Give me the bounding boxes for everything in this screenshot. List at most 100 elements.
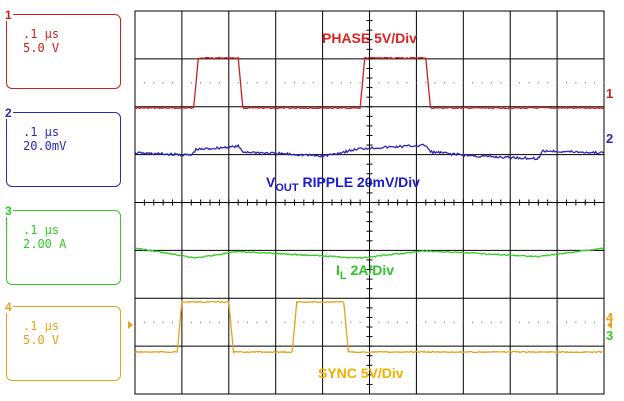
- phase-trace: [135, 56, 605, 110]
- grid-dot: [153, 321, 155, 323]
- grid-dot: [228, 321, 230, 323]
- grid-dot: [528, 82, 530, 84]
- grid-dot: [387, 321, 389, 323]
- grid-dot: [162, 82, 164, 84]
- grid-dot: [500, 82, 502, 84]
- grid-dot: [322, 82, 324, 84]
- grid-dot: [547, 321, 549, 323]
- grid-dot: [509, 82, 511, 84]
- grid-dot: [359, 82, 361, 84]
- grid-dot: [350, 82, 352, 84]
- channel-timebase: .1 µs: [23, 319, 60, 333]
- grid-dot: [237, 82, 239, 84]
- channel-1-ground-marker: 1: [606, 86, 613, 101]
- grid-dot: [247, 321, 249, 323]
- grid-dot: [481, 82, 483, 84]
- channel-number: 3: [4, 204, 13, 218]
- grid-dot: [565, 321, 567, 323]
- grid-dot: [200, 321, 202, 323]
- grid-dot: [453, 82, 455, 84]
- channel-scale: 5.0 V: [23, 333, 60, 347]
- grid-dot: [594, 321, 596, 323]
- grid-dot: [162, 321, 164, 323]
- grid-dot: [397, 82, 399, 84]
- grid-dot: [453, 321, 455, 323]
- grid-dot: [434, 321, 436, 323]
- grid-dot: [547, 82, 549, 84]
- trace-labels: PHASE 5V/Div VOUT RIPPLE 20mV/Div IL 2A/…: [266, 30, 420, 381]
- grid-dot: [575, 321, 577, 323]
- grid-dot: [528, 321, 530, 323]
- grid-dot: [519, 321, 521, 323]
- grid-dot: [200, 82, 202, 84]
- grid-dot: [340, 321, 342, 323]
- grid-dot: [462, 82, 464, 84]
- grid-dot: [293, 82, 295, 84]
- grid-dot: [472, 321, 474, 323]
- channel-number: 4: [4, 300, 13, 314]
- grid-dot: [369, 82, 370, 84]
- grid-dot: [172, 82, 174, 84]
- grid-dot: [537, 321, 539, 323]
- channel-number: 2: [4, 106, 13, 120]
- grid-dot: [209, 82, 211, 84]
- channel-2-settings: 2 .1 µs 20.0mV: [4, 107, 121, 187]
- channel-number: 1: [4, 8, 13, 22]
- grid-dot: [509, 321, 511, 323]
- channel-4-ground-marker: 4: [606, 310, 614, 325]
- phase-label: PHASE 5V/Div: [322, 30, 417, 46]
- grid-dot: [556, 321, 558, 323]
- vout-ripple-trace: [134, 143, 605, 161]
- grid-dot: [322, 321, 324, 323]
- grid-dot: [218, 82, 220, 84]
- grid-dot: [462, 321, 464, 323]
- grid-dot: [181, 321, 183, 323]
- grid-dot: [350, 321, 352, 323]
- channel-2-ground-marker: 2: [606, 131, 613, 146]
- grid-dot: [303, 321, 305, 323]
- grid-dot: [312, 82, 314, 84]
- channel-markers: 1 2 3 4: [128, 86, 614, 343]
- grid-dot: [172, 321, 174, 323]
- grid-dot: [584, 82, 586, 84]
- grid-dot: [434, 82, 436, 84]
- grid-dot: [425, 82, 427, 84]
- grid-dot: [303, 82, 305, 84]
- grid-dot: [256, 82, 258, 84]
- grid-dot: [406, 82, 408, 84]
- il-label: IL 2A/Div: [336, 262, 394, 282]
- grid-dot: [359, 321, 361, 323]
- grid-dot: [594, 82, 596, 84]
- grid-dot: [190, 82, 192, 84]
- grid-dot: [519, 82, 521, 84]
- grid-dot: [143, 321, 145, 323]
- grid-dot: [237, 321, 239, 323]
- vout-ripple-label: VOUT RIPPLE 20mV/Div: [266, 174, 420, 194]
- grid-dot: [565, 82, 567, 84]
- scope-traces: [134, 56, 605, 354]
- grid-dot: [490, 82, 492, 84]
- grid-dot: [256, 321, 258, 323]
- grid-dot: [143, 82, 145, 84]
- grid-dot: [228, 82, 230, 84]
- grid-dot: [603, 321, 605, 323]
- channel-timebase: .1 µs: [23, 223, 60, 237]
- channel-scale: 5.0 V: [23, 41, 60, 55]
- grid-dot: [340, 82, 342, 84]
- grid-dot: [575, 82, 577, 84]
- grid-dot: [265, 82, 267, 84]
- grid-dot: [444, 82, 446, 84]
- trigger-level-marker: [128, 321, 133, 329]
- grid-dot: [275, 82, 277, 84]
- trigger-level-marker: [607, 321, 612, 329]
- channel-scale: 2.00 A: [23, 237, 67, 251]
- channel-scale: 20.0mV: [23, 139, 67, 153]
- grid-dot: [369, 321, 370, 323]
- grid-dot: [331, 321, 333, 323]
- channel-timebase: .1 µs: [23, 27, 60, 41]
- grid-dot: [218, 321, 220, 323]
- grid-dot: [444, 321, 446, 323]
- grid-dot: [312, 321, 314, 323]
- channel-1-settings: 1 .1 µs 5.0 V: [4, 9, 121, 89]
